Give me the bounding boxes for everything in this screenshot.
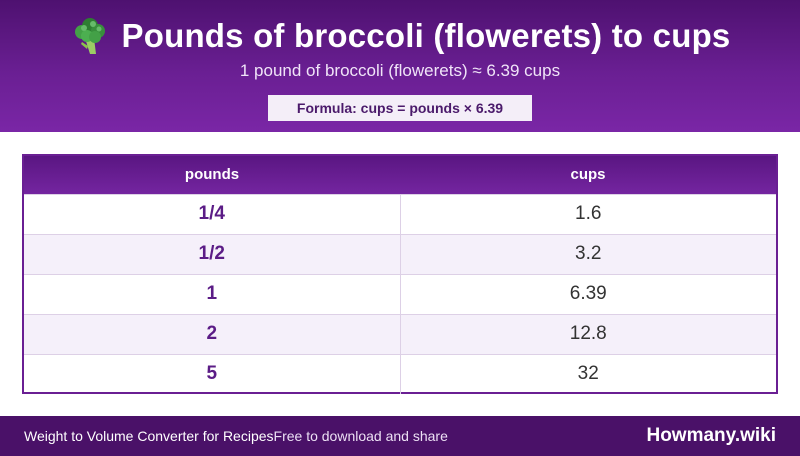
header: Pounds of broccoli (flowerets) to cups 1… <box>0 0 800 132</box>
cups-cell: 3.2 <box>400 233 776 274</box>
cups-cell: 6.39 <box>400 273 776 314</box>
brand-logo-text[interactable]: Howmany.wiki <box>646 425 776 446</box>
conversion-table: pounds cups 1/4 1.6 1/2 3.2 1 6.39 <box>22 154 778 394</box>
formula-box: Formula: cups = pounds × 6.39 <box>268 95 532 121</box>
footer: Weight to Volume Converter for Recipes Fr… <box>0 416 800 456</box>
pounds-cell: 2 <box>24 313 401 354</box>
pounds-cell: 1 <box>24 273 401 314</box>
broccoli-icon <box>70 16 110 56</box>
table-row: 1/4 1.6 <box>24 193 776 234</box>
title-row: Pounds of broccoli (flowerets) to cups <box>0 14 800 58</box>
footer-left: Weight to Volume Converter for Recipes Fr… <box>24 416 448 456</box>
footer-tagline: Free to download and share <box>273 428 448 444</box>
cups-cell: 1.6 <box>400 193 776 234</box>
footer-category: Weight to Volume Converter for Recipes <box>24 428 274 444</box>
table-row: 5 32 <box>24 353 776 394</box>
table-row: 1/2 3.2 <box>24 233 776 274</box>
formula-text: Formula: cups = pounds × 6.39 <box>296 100 504 116</box>
table-header-row: pounds cups <box>24 156 776 194</box>
column-header-pounds: pounds <box>24 156 400 194</box>
table-row: 1 6.39 <box>24 273 776 314</box>
cups-cell: 32 <box>400 353 776 394</box>
page-title: Pounds of broccoli (flowerets) to cups <box>121 17 731 54</box>
conversion-subtitle: 1 pound of broccoli (flowerets) ≈ 6.39 c… <box>239 61 561 80</box>
column-header-cups: cups <box>400 156 776 194</box>
table-row: 2 12.8 <box>24 313 776 354</box>
pounds-cell: 1/4 <box>24 193 401 234</box>
pounds-cell: 1/2 <box>24 233 401 274</box>
pounds-cell: 5 <box>24 353 401 394</box>
cups-cell: 12.8 <box>400 313 776 354</box>
